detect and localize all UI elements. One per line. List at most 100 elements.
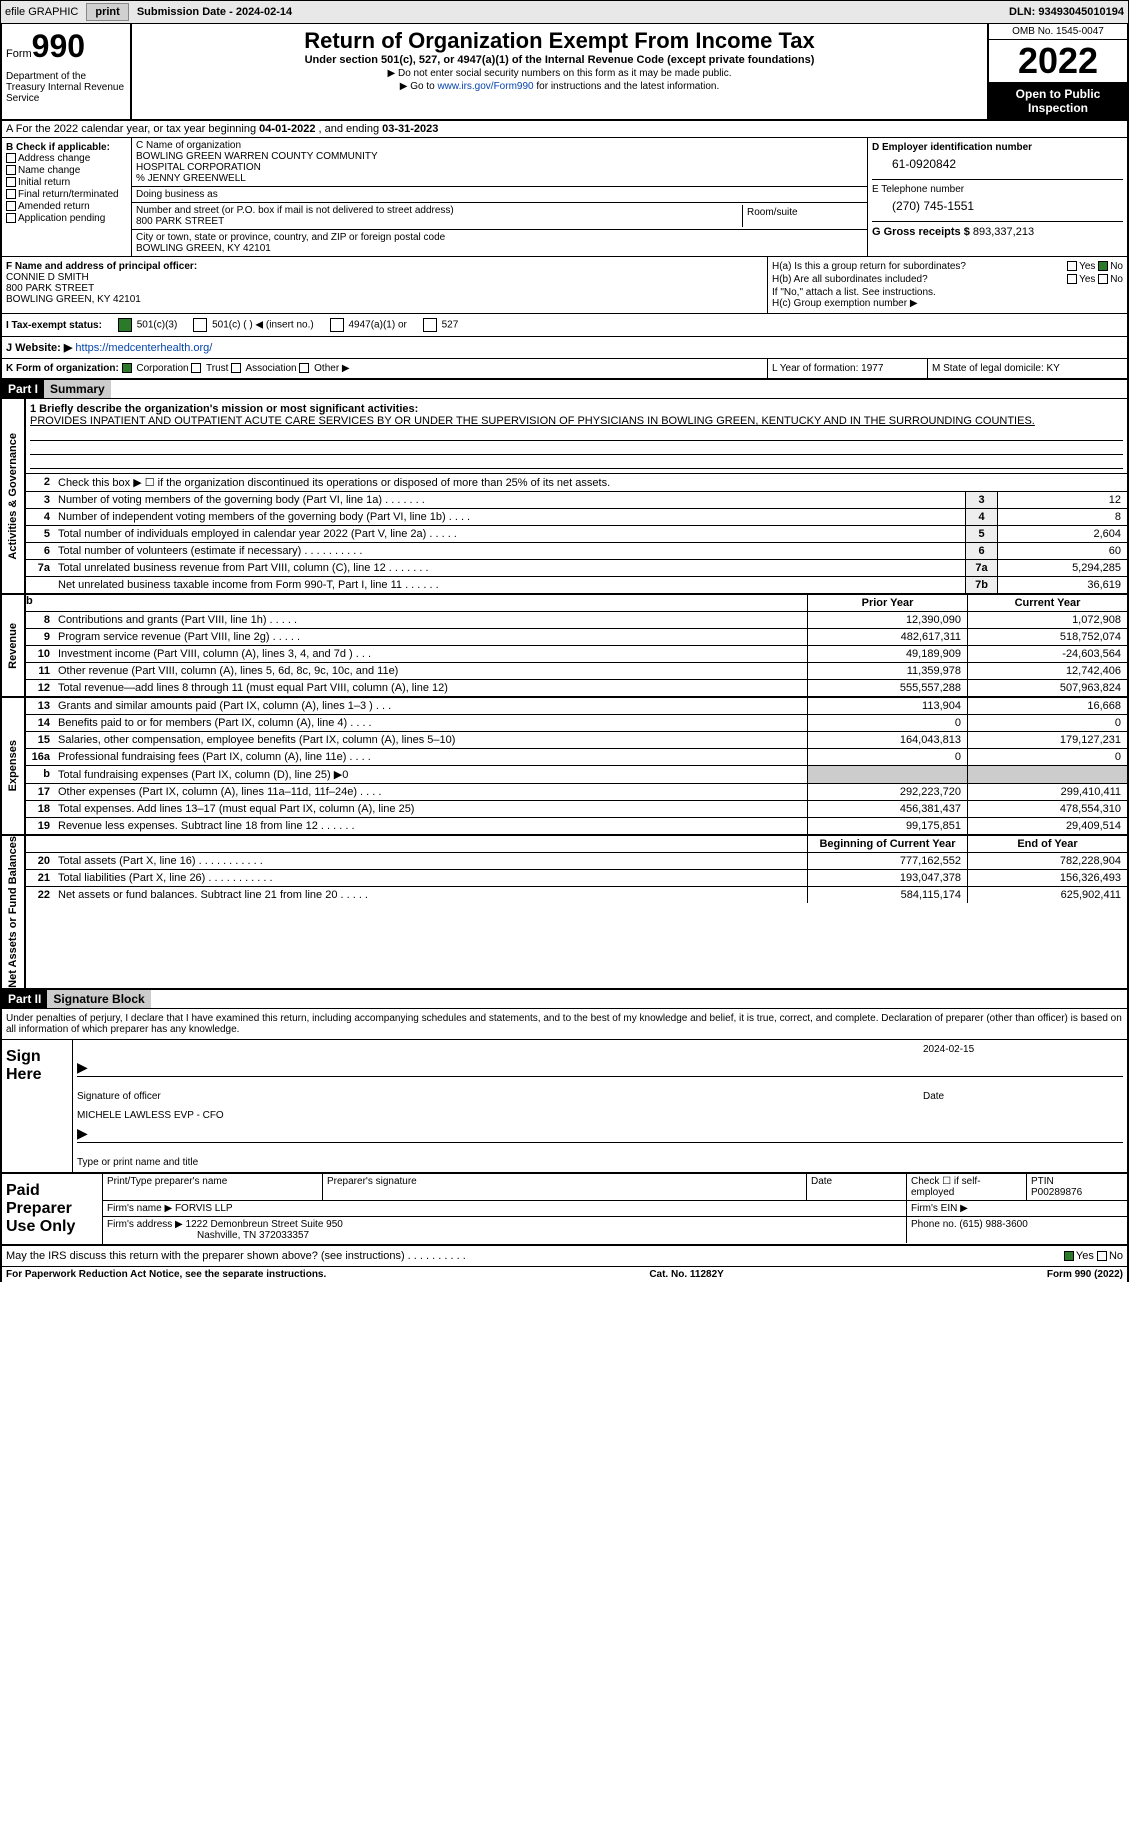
discuss-row: May the IRS discuss this return with the… [0, 1246, 1129, 1267]
hdr-eoy: End of Year [967, 836, 1127, 852]
col-c: C Name of organization BOWLING GREEN WAR… [132, 138, 867, 256]
prep-name-hdr: Print/Type preparer's name [103, 1174, 323, 1200]
col-h: H(a) Is this a group return for subordin… [767, 257, 1127, 313]
summary-row: 17Other expenses (Part IX, column (A), l… [26, 784, 1127, 801]
summary-row: 13Grants and similar amounts paid (Part … [26, 698, 1127, 715]
summary-gov: Activities & Governance 1 Briefly descri… [0, 399, 1129, 595]
vtab-net: Net Assets or Fund Balances [7, 836, 19, 988]
hc-label: H(c) Group exemption number ▶ [772, 298, 1123, 309]
print-button[interactable]: print [86, 3, 128, 21]
gross-receipts: 893,337,213 [973, 226, 1034, 238]
declaration: Under penalties of perjury, I declare th… [0, 1009, 1129, 1040]
ptin-label: PTIN [1031, 1176, 1054, 1187]
line2: Check this box ▶ ☐ if the organization d… [54, 474, 1127, 491]
part2-label: Part II [2, 990, 47, 1008]
i-label: I Tax-exempt status: [6, 320, 102, 331]
firm-phone: (615) 988-3600 [959, 1219, 1027, 1230]
section-fh: F Name and address of principal officer:… [0, 257, 1129, 314]
submission-date: Submission Date - 2024-02-14 [137, 6, 292, 18]
summary-row: 10Investment income (Part VIII, column (… [26, 646, 1127, 663]
firm-addr1: 1222 Demonbreun Street Suite 950 [186, 1219, 343, 1230]
row-a-pre: A For the 2022 calendar year, or tax yea… [6, 123, 259, 135]
summary-row: 9Program service revenue (Part VIII, lin… [26, 629, 1127, 646]
chk-527[interactable] [423, 318, 437, 332]
firm-ein-label: Firm's EIN ▶ [907, 1201, 1127, 1216]
chk-amended: Amended return [6, 201, 127, 212]
dba-label: Doing business as [136, 189, 218, 200]
hdr-prior: Prior Year [807, 595, 967, 611]
ha-label: H(a) Is this a group return for subordin… [772, 261, 966, 272]
sign-here-label: Sign Here [2, 1040, 72, 1172]
summary-rev: Revenue bPrior YearCurrent Year 8Contrib… [0, 595, 1129, 698]
form-subtitle: Under section 501(c), 527, or 4947(a)(1)… [136, 54, 983, 66]
vtab-gov: Activities & Governance [7, 433, 19, 560]
discuss-no[interactable] [1097, 1251, 1107, 1261]
ty-end: 03-31-2023 [382, 123, 438, 135]
summary-row: 7aTotal unrelated business revenue from … [26, 560, 1127, 577]
summary-row: 21Total liabilities (Part X, line 26) . … [26, 870, 1127, 887]
dln: DLN: 93493045010194 [1009, 6, 1124, 18]
officer-name: CONNIE D SMITH [6, 272, 89, 283]
ha-yes[interactable] [1067, 261, 1077, 271]
col-f: F Name and address of principal officer:… [2, 257, 767, 313]
city-label: City or town, state or province, country… [136, 232, 445, 243]
j-label: J Website: ▶ [6, 342, 72, 354]
part1-title: Summary [44, 380, 111, 398]
ha-no[interactable] [1098, 261, 1108, 271]
form-title: Return of Organization Exempt From Incom… [136, 28, 983, 54]
summary-row: 20Total assets (Part X, line 16) . . . .… [26, 853, 1127, 870]
chk-final: Final return/terminated [6, 189, 127, 200]
summary-net: Net Assets or Fund Balances Beginning of… [0, 836, 1129, 990]
hdr-boy: Beginning of Current Year [807, 836, 967, 852]
summary-row: Net unrelated business taxable income fr… [26, 577, 1127, 593]
chk-address: Address change [6, 153, 127, 164]
room-label: Room/suite [747, 207, 798, 218]
f-label: F Name and address of principal officer: [6, 261, 197, 272]
summary-row: 15Salaries, other compensation, employee… [26, 732, 1127, 749]
chk-4947[interactable] [330, 318, 344, 332]
name-title-label: Type or print name and title [77, 1157, 1123, 1168]
goto-post: for instructions and the latest informat… [534, 81, 720, 92]
summary-row: 4Number of independent voting members of… [26, 509, 1127, 526]
prep-sig-hdr: Preparer's signature [323, 1174, 807, 1200]
org-name-1: BOWLING GREEN WARREN COUNTY COMMUNITY [136, 151, 378, 162]
row-klm: K Form of organization: Corporation Trus… [0, 359, 1129, 380]
vtab-rev: Revenue [7, 623, 19, 669]
hb-no[interactable] [1098, 274, 1108, 284]
officer-city: BOWLING GREEN, KY 42101 [6, 294, 141, 305]
omb-number: OMB No. 1545-0047 [989, 24, 1127, 40]
summary-row: 11Other revenue (Part VIII, column (A), … [26, 663, 1127, 680]
phone-label: Phone no. [911, 1219, 957, 1230]
form-footer: Form 990 (2022) [1047, 1269, 1123, 1280]
chk-trust[interactable] [191, 363, 201, 373]
hb-yes[interactable] [1067, 274, 1077, 284]
vtab-exp: Expenses [7, 740, 19, 791]
summary-row: 16aProfessional fundraising fees (Part I… [26, 749, 1127, 766]
tel-label: E Telephone number [872, 184, 964, 195]
row-a-mid: , and ending [315, 123, 382, 135]
year-formation: L Year of formation: 1977 [767, 359, 927, 378]
chk-501c3[interactable] [118, 318, 132, 332]
summary-row: 8Contributions and grants (Part VIII, li… [26, 612, 1127, 629]
chk-other[interactable] [299, 363, 309, 373]
part2-title: Signature Block [47, 990, 150, 1008]
goto-pre: ▶ Go to [400, 81, 438, 92]
row-a: A For the 2022 calendar year, or tax yea… [0, 121, 1129, 138]
mission-text: PROVIDES INPATIENT AND OUTPATIENT ACUTE … [30, 415, 1035, 427]
b-title: B Check if applicable: [6, 142, 110, 153]
discuss-yes[interactable] [1064, 1251, 1074, 1261]
tax-year: 2022 [989, 40, 1127, 83]
toolbar: efile GRAPHIC print Submission Date - 20… [0, 0, 1129, 24]
officer-name-title: MICHELE LAWLESS EVP - CFO [77, 1110, 1123, 1121]
addr-label: Firm's address ▶ [107, 1219, 183, 1230]
chk-assoc[interactable] [231, 363, 241, 373]
irs-link[interactable]: www.irs.gov/Form990 [437, 81, 533, 92]
firm-name: FORVIS LLP [175, 1203, 233, 1214]
website-link[interactable]: https://medcenterhealth.org/ [75, 342, 212, 354]
col-d: D Employer identification number 61-0920… [867, 138, 1127, 256]
chk-corp[interactable] [122, 363, 132, 373]
telephone: (270) 745-1551 [892, 199, 1123, 213]
row-j: J Website: ▶ https://medcenterhealth.org… [0, 337, 1129, 359]
chk-501c[interactable] [193, 318, 207, 332]
footer: For Paperwork Reduction Act Notice, see … [0, 1267, 1129, 1282]
